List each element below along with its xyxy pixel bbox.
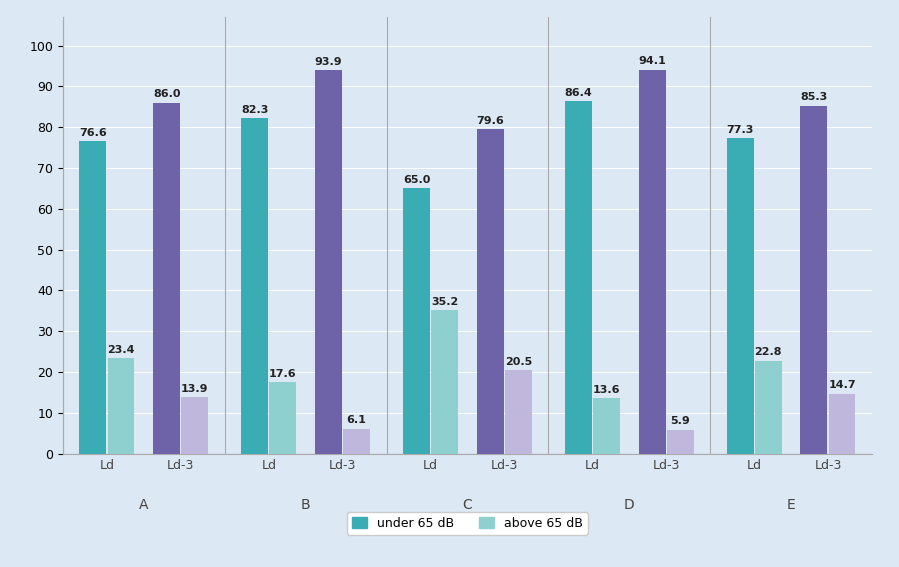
Bar: [476, 129, 503, 454]
Bar: [343, 429, 370, 454]
Legend: under 65 dB, above 65 dB: under 65 dB, above 65 dB: [347, 511, 588, 535]
Text: 14.7: 14.7: [828, 380, 856, 390]
Bar: [241, 118, 268, 454]
Text: 93.9: 93.9: [315, 57, 343, 67]
Text: 94.1: 94.1: [638, 56, 666, 66]
Bar: [565, 101, 592, 454]
Text: 86.0: 86.0: [153, 90, 181, 99]
Bar: [726, 138, 753, 454]
Bar: [432, 310, 458, 454]
Text: 5.9: 5.9: [671, 416, 690, 426]
Bar: [667, 430, 694, 454]
Text: B: B: [301, 498, 310, 512]
Text: 86.4: 86.4: [565, 88, 592, 98]
Text: 22.8: 22.8: [754, 348, 782, 357]
Text: A: A: [139, 498, 148, 512]
Bar: [315, 70, 342, 454]
Text: 85.3: 85.3: [800, 92, 828, 102]
Text: 6.1: 6.1: [347, 416, 367, 425]
Text: 23.4: 23.4: [107, 345, 135, 355]
Text: 79.6: 79.6: [476, 116, 504, 125]
Text: 65.0: 65.0: [403, 175, 431, 185]
Bar: [505, 370, 532, 454]
Text: 20.5: 20.5: [504, 357, 532, 367]
Bar: [593, 398, 620, 454]
Bar: [182, 397, 209, 454]
Bar: [79, 141, 106, 454]
Text: E: E: [787, 498, 796, 512]
Bar: [270, 382, 297, 454]
Bar: [153, 103, 180, 454]
Bar: [108, 358, 135, 454]
Text: D: D: [624, 498, 635, 512]
Text: 17.6: 17.6: [269, 369, 297, 379]
Text: 13.9: 13.9: [181, 384, 209, 393]
Bar: [638, 70, 665, 454]
Bar: [403, 188, 430, 454]
Bar: [755, 361, 782, 454]
Text: C: C: [463, 498, 472, 512]
Text: 76.6: 76.6: [79, 128, 107, 138]
Bar: [829, 393, 856, 454]
Text: 13.6: 13.6: [592, 385, 620, 395]
Bar: [800, 105, 827, 454]
Text: 77.3: 77.3: [726, 125, 754, 135]
Text: 82.3: 82.3: [241, 104, 269, 115]
Text: 35.2: 35.2: [431, 297, 458, 307]
